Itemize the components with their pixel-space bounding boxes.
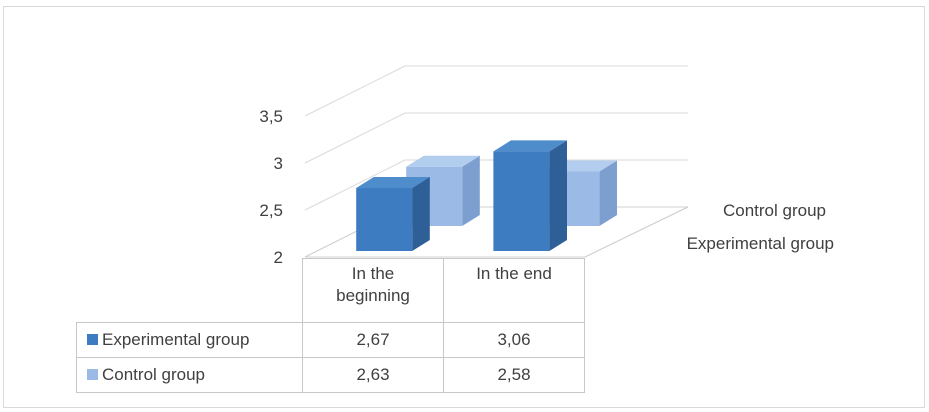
data-table: In the beginning In the end Experimental… [76, 258, 585, 393]
legend-label: Control group [102, 365, 206, 384]
bar-side [462, 155, 480, 226]
legend-swatch-control [87, 369, 98, 380]
category-header-end: In the end [443, 258, 585, 323]
legend-entry-experimental: Experimental group [76, 322, 303, 358]
data-label: 2,58 [443, 357, 585, 393]
y-tick-label: 2 [274, 248, 283, 267]
data-label: 2,63 [302, 357, 444, 393]
side-gridline [304, 112, 406, 164]
y-tick-label: 2,5 [259, 201, 283, 220]
bar-side [599, 160, 617, 226]
table-corner [77, 259, 303, 323]
category-header-beginning: In the beginning [302, 258, 444, 323]
legend-label: Experimental group [102, 330, 250, 349]
category-label: In the end [476, 264, 552, 283]
floor-right-edge [584, 206, 689, 258]
bar-top [356, 177, 430, 189]
bar-side [549, 140, 567, 251]
depth-axis-label: Control group [723, 201, 826, 220]
category-label-line: beginning [336, 286, 410, 305]
category-label-line: In the [351, 264, 395, 283]
table-header-row: In the beginning In the end [77, 258, 585, 323]
bar [356, 188, 413, 251]
side-gridline [304, 65, 406, 117]
y-tick-label: 3 [274, 154, 283, 173]
table-row-experimental: Experimental group 2,67 3,06 [76, 322, 585, 358]
bar [493, 151, 550, 251]
depth-axis-label: Experimental group [687, 234, 834, 253]
side-gridline [304, 159, 406, 211]
y-tick-label: 3,5 [259, 107, 283, 126]
bar-top [406, 155, 480, 167]
legend-entry-control: Control group [76, 357, 303, 393]
table-row-control: Control group 2,63 2,58 [76, 357, 585, 393]
data-label: 3,06 [443, 322, 585, 358]
bar-side [412, 177, 430, 251]
legend-swatch-experimental [87, 334, 98, 345]
bar-top [493, 140, 567, 152]
data-label: 2,67 [302, 322, 444, 358]
